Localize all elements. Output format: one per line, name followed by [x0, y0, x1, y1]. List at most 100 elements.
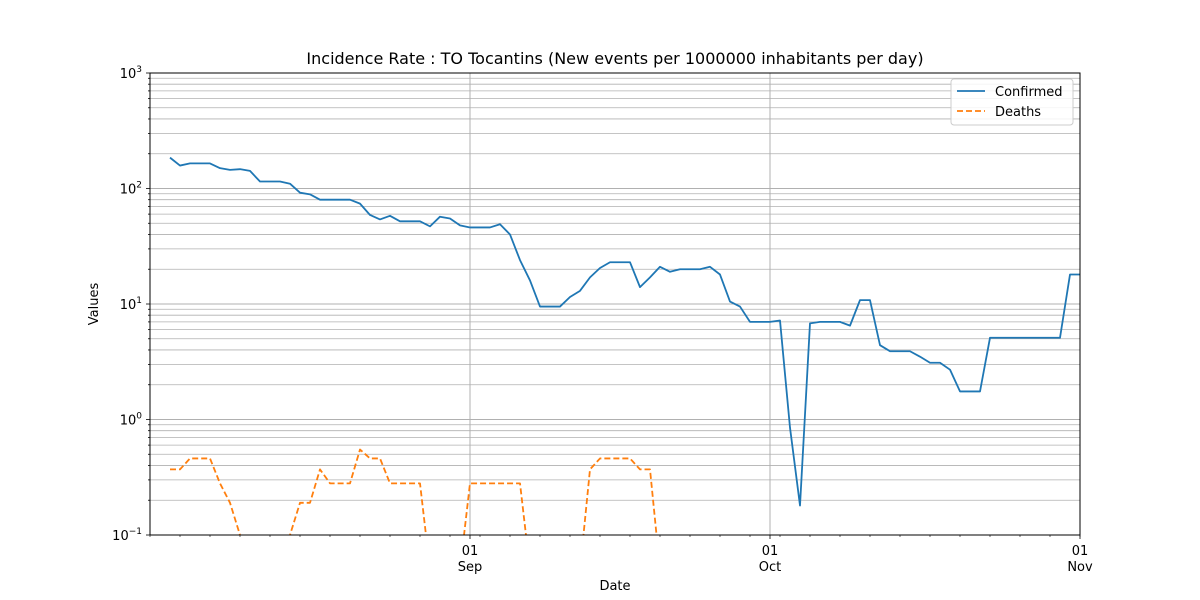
data-point: [979, 391, 981, 393]
data-point: [269, 181, 271, 183]
data-point: [319, 468, 321, 470]
data-point: [559, 306, 561, 308]
data-point: [1039, 337, 1041, 339]
data-point: [189, 162, 191, 164]
x-tick-month-label: Nov: [1067, 560, 1093, 575]
data-point: [379, 219, 381, 221]
grid-lines: [150, 73, 1081, 536]
data-point: [489, 227, 491, 229]
data-point: [179, 165, 181, 167]
data-point: [769, 321, 771, 323]
data-point: [579, 290, 581, 292]
x-tick-month-label: Oct: [759, 560, 781, 575]
data-point: [1069, 274, 1071, 276]
data-point: [229, 169, 231, 171]
data-point: [659, 266, 661, 268]
data-point: [359, 203, 361, 205]
data-point: [1009, 337, 1011, 339]
data-point: [229, 502, 231, 504]
data-point: [199, 162, 201, 164]
data-point: [629, 458, 631, 460]
data-point: [289, 183, 291, 185]
data-point: [629, 261, 631, 263]
y-axis-label: Values: [87, 283, 102, 326]
data-point: [919, 356, 921, 358]
data-point: [679, 268, 681, 270]
data-point: [829, 321, 831, 323]
data-point: [709, 266, 711, 268]
data-point: [379, 458, 381, 460]
data-point: [879, 344, 881, 346]
data-point: [169, 157, 171, 159]
data-point: [349, 482, 351, 484]
data-point: [359, 449, 361, 451]
data-point: [349, 199, 351, 201]
data-point: [869, 299, 871, 301]
data-point: [999, 337, 1001, 339]
data-point: [929, 362, 931, 364]
data-point: [619, 458, 621, 460]
data-point: [409, 220, 411, 222]
data-point: [479, 227, 481, 229]
data-point: [389, 215, 391, 217]
data-point: [299, 192, 301, 194]
data-point: [219, 482, 221, 484]
data-point: [489, 482, 491, 484]
data-point: [479, 482, 481, 484]
legend-label-confirmed: Confirmed: [995, 85, 1063, 100]
y-tick-label: 103: [120, 65, 142, 82]
data-point: [419, 220, 421, 222]
plot-frame: [149, 72, 1081, 536]
data-point: [599, 267, 601, 269]
data-point: [369, 458, 371, 460]
data-point: [239, 168, 241, 170]
data-point: [939, 362, 941, 364]
data-point: [209, 458, 211, 460]
data-point: [889, 350, 891, 352]
data-point: [1029, 337, 1031, 339]
data-point: [909, 350, 911, 352]
data-point: [639, 468, 641, 470]
data-point: [419, 482, 421, 484]
data-point: [509, 234, 511, 236]
data-point: [529, 280, 531, 282]
data-point: [469, 227, 471, 229]
data-point: [499, 482, 501, 484]
y-tick-label: 10−1: [112, 527, 142, 544]
series-line-confirmed: [169, 156, 1080, 507]
data-point: [169, 468, 171, 470]
data-point: [959, 391, 961, 393]
data-point: [949, 369, 951, 371]
data-point: [1059, 337, 1061, 339]
data-point: [309, 193, 311, 195]
data-point: [859, 299, 861, 301]
data-point: [599, 458, 601, 460]
data-point: [749, 321, 751, 323]
series-line-deaths: [170, 448, 658, 535]
data-point: [819, 321, 821, 323]
data-point: [209, 162, 211, 164]
data-point: [689, 268, 691, 270]
data-point: [319, 199, 321, 201]
data-point: [309, 502, 311, 504]
data-point: [519, 482, 521, 484]
data-point: [609, 261, 611, 263]
data-point: [429, 225, 431, 227]
data-point: [1049, 337, 1051, 339]
data-point: [179, 468, 181, 470]
data-point: [329, 199, 331, 201]
data-point: [469, 482, 471, 484]
data-point: [509, 482, 511, 484]
data-point: [609, 458, 611, 460]
data-point: [779, 320, 781, 322]
legend: Confirmed Deaths: [950, 78, 1074, 126]
data-point: [389, 482, 391, 484]
data-point: [799, 505, 801, 507]
data-point: [699, 268, 701, 270]
data-point: [809, 322, 811, 324]
data-point: [249, 170, 251, 172]
data-point: [399, 220, 401, 222]
data-point: [339, 482, 341, 484]
